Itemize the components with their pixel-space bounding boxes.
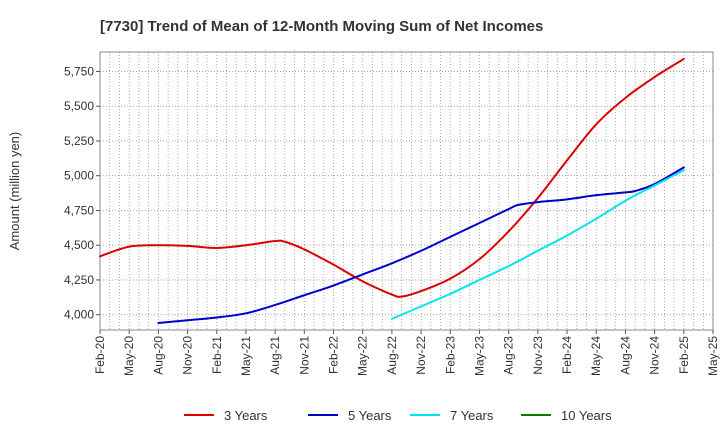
x-tick-label: Feb-22: [327, 336, 341, 374]
legend-item-10-years: 10 Years: [521, 408, 612, 423]
x-tick-label: Aug-23: [502, 336, 516, 375]
x-tick-label: Feb-25: [677, 336, 691, 374]
x-tick-label: Feb-23: [443, 336, 457, 374]
x-tick-label: May-22: [356, 336, 370, 376]
y-axis: 4,000 4,250 4,500 4,750 5,000 5,250 5,500 5,750: [64, 64, 100, 322]
series-line-3-years: [99, 57, 685, 298]
x-tick-label: May-20: [122, 336, 136, 376]
series-layer: [99, 57, 685, 325]
x-tick-label: May-25: [706, 336, 720, 376]
x-tick-label: May-23: [472, 336, 486, 376]
legend-label: 5 Years: [348, 408, 392, 423]
y-tick-label: 5,000: [64, 169, 94, 183]
x-tick-label: Nov-24: [648, 336, 662, 375]
x-tick-label: May-21: [239, 336, 253, 376]
x-tick-label: Feb-20: [93, 336, 107, 374]
y-tick-label: 4,000: [64, 308, 94, 322]
legend-label: 10 Years: [561, 408, 612, 423]
grid: [100, 52, 713, 330]
plot-area-border: [99, 51, 714, 331]
legend-label: 7 Years: [450, 408, 494, 423]
x-tick-label: Aug-21: [268, 336, 282, 375]
x-tick-label: May-24: [589, 336, 603, 376]
legend-item-3-years: 3 Years: [184, 408, 268, 423]
x-tick-label: Aug-24: [618, 336, 632, 375]
series-line-7-years: [390, 169, 685, 320]
y-tick-label: 5,500: [64, 99, 94, 113]
legend-label: 3 Years: [224, 408, 268, 423]
legend-item-5-years: 5 Years: [308, 408, 392, 423]
x-axis: Feb-20 May-20 Aug-20 Nov-20 Feb-21 May-21 Aug-…: [93, 330, 720, 376]
legend: 3 Years 5 Years 7 Years 10 Years: [184, 408, 612, 423]
x-tick-label: Nov-21: [297, 336, 311, 375]
x-tick-label: Nov-20: [181, 336, 195, 375]
legend-item-7-years: 7 Years: [410, 408, 494, 423]
x-tick-label: Nov-22: [414, 336, 428, 375]
x-tick-label: Feb-21: [210, 336, 224, 374]
y-tick-label: 4,250: [64, 273, 94, 287]
x-tick-label: Feb-24: [560, 336, 574, 374]
y-tick-label: 4,750: [64, 203, 94, 217]
y-tick-label: 5,750: [64, 64, 94, 78]
x-tick-label: Nov-23: [531, 336, 545, 375]
y-axis-label: Amount (million yen): [7, 132, 22, 251]
chart-title: [7730] Trend of Mean of 12-Month Moving …: [100, 18, 543, 35]
y-tick-label: 4,500: [64, 238, 94, 252]
y-tick-label: 5,250: [64, 134, 94, 148]
x-tick-label: Aug-20: [151, 336, 165, 375]
series-line-5-years: [157, 166, 685, 325]
x-tick-label: Aug-22: [385, 336, 399, 375]
